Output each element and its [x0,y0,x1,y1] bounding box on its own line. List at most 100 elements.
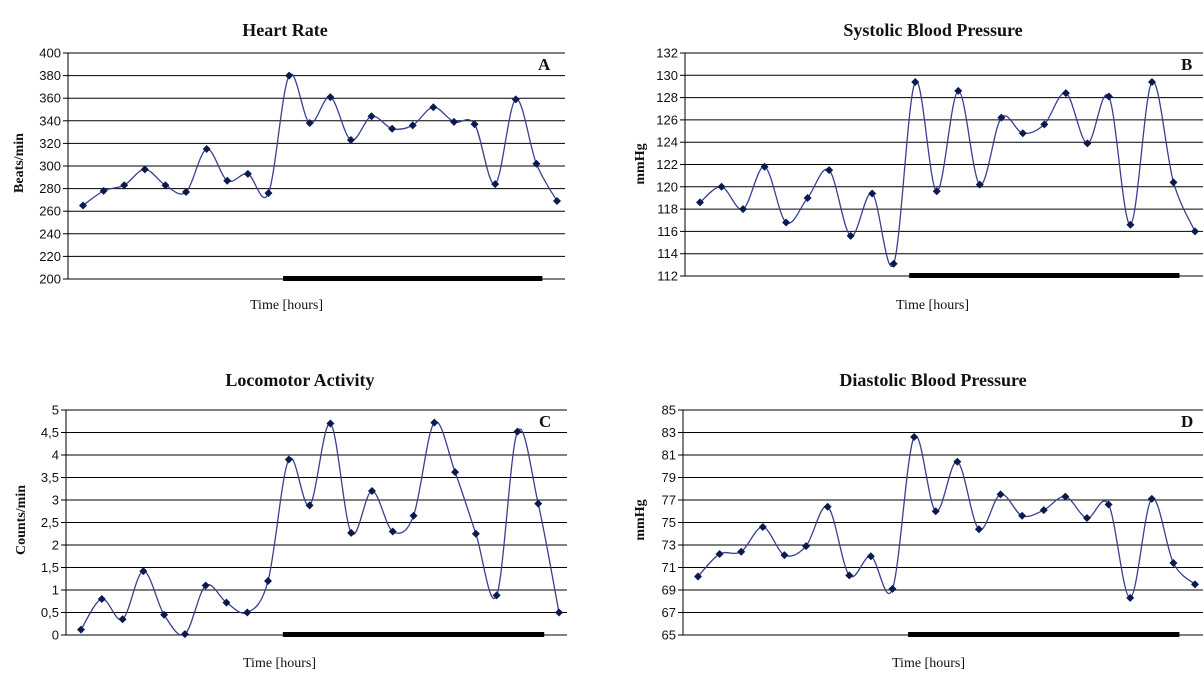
data-point [97,595,106,603]
data-point [77,625,85,634]
data-point [1082,514,1091,522]
data-point [975,180,984,189]
series-line [699,80,1196,268]
y-tick-label: 67 [662,605,676,620]
y-tick-label: 79 [662,470,676,485]
chart-title: Diastolic Blood Pressure [839,370,1027,390]
data-point [409,511,418,520]
data-point [451,468,460,477]
dark-period-bar [909,273,1180,278]
data-point [326,93,335,102]
data-point [1126,593,1135,602]
systolic-bp-plot: 112 114 116 118 120 122 124 126 128 130 132 [656,46,1203,284]
y-tick-label: 320 [39,136,61,151]
data-point [954,86,963,95]
y-tick-label: 120 [656,179,678,194]
data-point [1018,511,1027,520]
data-point [888,584,897,593]
panel-letter: C [539,412,552,431]
data-point [408,121,417,130]
x-axis-label: Time [hours] [892,656,965,671]
data-point [160,610,169,619]
data-point [532,159,541,168]
y-tick-label: 69 [662,583,676,598]
series-line [82,73,558,207]
y-tick-label: 240 [39,226,61,241]
data-point [388,527,397,536]
data-point [1039,506,1048,515]
data-point [974,525,983,534]
y-tick-label: 280 [39,181,61,196]
data-point [305,119,314,128]
dark-period-bar [283,276,543,281]
data-point [534,499,543,508]
data-point [367,112,376,121]
y-tick-label: 132 [656,46,678,61]
data-point [513,427,522,436]
data-point [1169,559,1178,567]
data-point [1126,220,1135,229]
data-point [470,120,479,129]
data-point [305,501,314,510]
data-point [931,507,940,516]
data-point [737,547,746,556]
data-point [264,189,273,198]
data-point [79,201,87,210]
y-tick-label: 114 [657,246,678,261]
data-point [120,181,129,190]
data-point [1104,92,1113,101]
data-point [388,124,397,133]
locomotor-activity-plot: 0 0,5 1 1,5 2 2,5 3 3,5 4 4,5 5 [41,403,567,643]
y-tick-label: 260 [39,204,61,219]
data-point [140,165,149,174]
data-point [782,218,791,227]
data-point [367,487,376,495]
data-point [492,591,501,600]
data-point [161,181,170,190]
y-tick-label: 118 [657,202,678,217]
y-tick-label: 112 [657,269,678,284]
y-tick-label: 116 [657,224,678,239]
data-point [326,419,335,428]
y-tick-label: 83 [662,425,676,440]
heart-rate-plot: 200 220 240 260 280 300 320 340 360 380 400 [39,46,565,287]
data-point [511,95,520,104]
data-point [202,145,211,154]
data-point [717,182,726,191]
data-point [715,550,724,558]
data-point [868,189,877,198]
data-point [846,231,855,240]
y-tick-label: 0,5 [41,605,59,620]
y-tick-label: 200 [39,272,61,287]
data-point [1191,580,1199,589]
y-tick-label: 3 [52,493,59,508]
diastolic-bp-plot: 65 67 69 71 73 75 77 79 81 83 85 [662,403,1203,643]
y-tick-label: 65 [662,628,676,643]
data-point [118,615,127,624]
data-point [471,529,480,538]
panel-letter: A [538,55,551,74]
data-point [201,581,210,590]
data-point [182,187,191,196]
data-point [803,193,812,202]
data-point [449,117,458,126]
panel-letter: D [1181,412,1194,431]
data-point [430,418,439,427]
y-tick-label: 130 [656,68,678,83]
data-point [1061,89,1070,98]
data-point [739,205,748,214]
y-tick-label: 85 [662,403,676,418]
data-point [223,176,232,185]
chart-panel-systolic-bp: Systolic Blood Pressure mmHg Time [hours… [603,0,1203,337]
data-point [491,180,500,189]
data-point [264,577,273,585]
data-point [180,630,189,639]
data-point [696,198,704,207]
data-point [1191,227,1199,236]
data-point [1061,492,1070,501]
data-point [555,608,563,617]
data-point [553,197,561,206]
y-tick-label: 400 [39,46,61,61]
chart-panel-locomotor-activity: Locomotor Activity Counts/min Time [hour… [0,337,600,674]
y-tick-label: 128 [656,90,678,105]
